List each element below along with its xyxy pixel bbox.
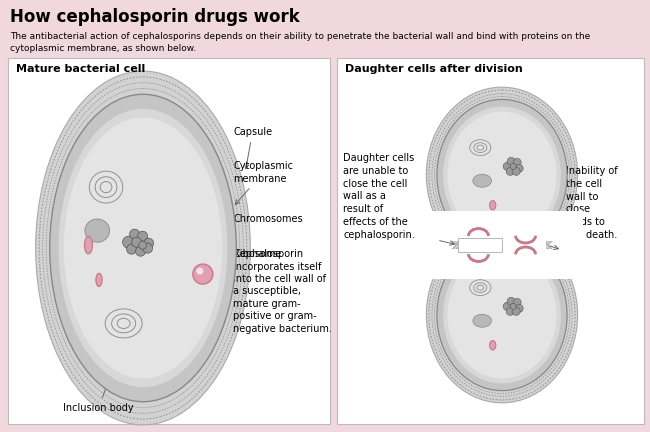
Circle shape [506,167,514,175]
Text: Daughter cells after division: Daughter cells after division [345,64,523,74]
Ellipse shape [462,236,542,254]
Circle shape [506,307,514,315]
Text: Cytoplasmic
membrane: Cytoplasmic membrane [233,162,293,204]
Ellipse shape [84,236,92,254]
Ellipse shape [473,314,491,327]
Circle shape [515,305,523,312]
Circle shape [138,241,147,249]
Circle shape [136,246,146,256]
Text: Mature bacterial cell: Mature bacterial cell [16,64,145,74]
Circle shape [513,299,521,306]
Text: Inability of
the cell
wall to
close
leads to
cell death.: Inability of the cell wall to close lead… [566,166,618,240]
Circle shape [193,264,213,284]
Bar [8,58,330,424]
Text: Capsule: Capsule [233,127,272,169]
Ellipse shape [437,239,567,391]
Circle shape [127,244,136,254]
Ellipse shape [447,111,556,238]
Ellipse shape [96,273,102,286]
Ellipse shape [58,109,228,387]
Circle shape [142,243,153,253]
Bar [458,237,546,253]
Bar [337,58,644,424]
Ellipse shape [489,200,496,210]
Ellipse shape [473,174,491,187]
Ellipse shape [443,247,561,384]
Circle shape [510,303,516,309]
Circle shape [138,231,148,241]
Text: Ribosome: Ribosome [92,243,281,259]
Ellipse shape [472,238,532,252]
Bar [458,238,502,252]
Circle shape [512,307,520,315]
Ellipse shape [36,71,250,425]
Text: How cephalosporin drugs work: How cephalosporin drugs work [10,8,300,26]
Ellipse shape [482,240,522,250]
Circle shape [129,229,140,239]
Ellipse shape [447,251,556,378]
Ellipse shape [426,227,578,403]
Text: The antibacterial action of cephalosporins depends on their ability to penetrate: The antibacterial action of cephalospori… [10,32,590,53]
Ellipse shape [443,107,561,243]
Circle shape [503,302,511,310]
Circle shape [510,163,516,169]
Ellipse shape [426,87,578,263]
Ellipse shape [489,340,496,350]
Text: Chromosomes: Chromosomes [155,214,303,243]
Bar [421,211,582,241]
Ellipse shape [49,94,237,402]
Ellipse shape [437,99,567,251]
Circle shape [131,237,142,247]
Text: Inclusion body: Inclusion body [63,346,134,413]
Circle shape [144,238,153,248]
Circle shape [507,157,515,165]
Bar [421,249,582,279]
Circle shape [507,297,515,305]
Circle shape [503,162,511,170]
Ellipse shape [85,219,110,242]
Ellipse shape [64,118,222,378]
Text: Daughter cells
are unable to
close the cell
wall as a
result of
effects of the
c: Daughter cells are unable to close the c… [343,153,415,240]
Circle shape [123,236,135,248]
Circle shape [512,167,520,175]
Text: Cephalosporin
incorporates itself
into the cell wall of
a susceptible,
mature gr: Cephalosporin incorporates itself into t… [197,249,332,334]
Circle shape [513,159,521,166]
Circle shape [515,164,523,172]
Circle shape [196,267,203,275]
